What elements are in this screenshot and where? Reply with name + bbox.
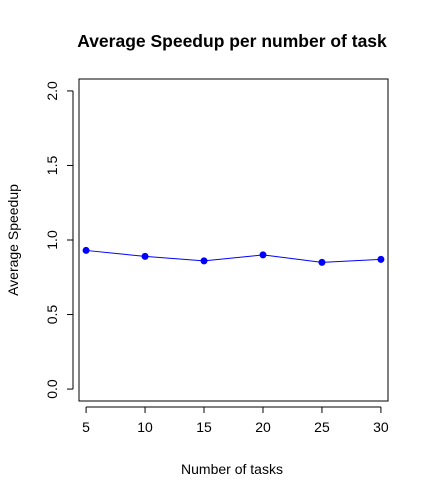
x-tick-label: 25	[314, 419, 330, 435]
series-layer	[83, 247, 385, 266]
y-axis: 0.0 0.5 1.0 1.5 2.0	[44, 81, 73, 399]
chart-title: Average Speedup per number of task	[77, 31, 387, 51]
x-tick-label: 30	[373, 419, 389, 435]
x-tick-label: 10	[137, 419, 153, 435]
data-point	[377, 256, 384, 263]
data-point	[201, 257, 208, 264]
data-point	[142, 253, 149, 260]
y-tick-label: 2.0	[44, 81, 60, 101]
y-tick-label: 0.5	[44, 305, 60, 325]
x-tick-label: 15	[196, 419, 212, 435]
data-point	[83, 247, 90, 254]
y-tick-label: 0.0	[44, 379, 60, 399]
plot-frame	[79, 79, 388, 401]
y-tick-label: 1.5	[44, 156, 60, 176]
x-tick-label: 5	[82, 419, 90, 435]
x-tick-label: 20	[255, 419, 271, 435]
x-axis-label: Number of tasks	[181, 461, 283, 477]
y-tick-label: 1.0	[44, 230, 60, 250]
x-axis: 5 10 15 20 25 30	[82, 407, 389, 435]
data-point	[259, 251, 266, 258]
y-axis-label: Average Speedup	[5, 184, 21, 296]
series-line	[86, 250, 381, 262]
data-point	[318, 259, 325, 266]
